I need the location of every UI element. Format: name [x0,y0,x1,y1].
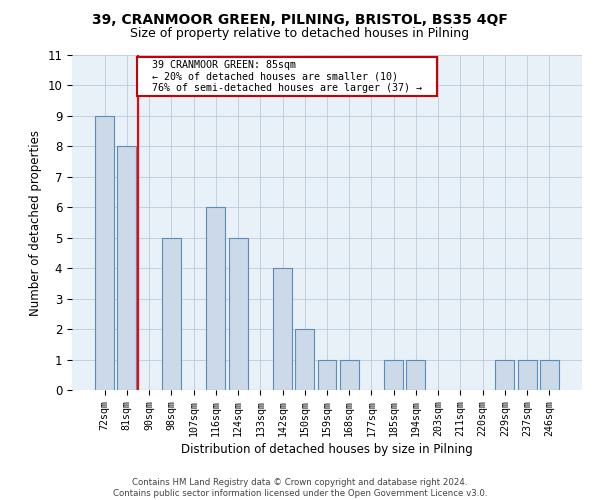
Bar [518,360,536,390]
Bar [406,360,425,390]
Bar [384,360,403,390]
Bar [317,360,337,390]
Bar [496,360,514,390]
Bar [273,268,292,390]
Bar [229,238,248,390]
Text: 39 CRANMOOR GREEN: 85sqm  
  ← 20% of detached houses are smaller (10)  
  76% o: 39 CRANMOOR GREEN: 85sqm ← 20% of detach… [140,60,434,93]
Text: Contains HM Land Registry data © Crown copyright and database right 2024.
Contai: Contains HM Land Registry data © Crown c… [113,478,487,498]
Bar [295,329,314,390]
X-axis label: Distribution of detached houses by size in Pilning: Distribution of detached houses by size … [181,442,473,456]
Bar [95,116,114,390]
Bar [206,208,225,390]
Y-axis label: Number of detached properties: Number of detached properties [29,130,42,316]
Text: Size of property relative to detached houses in Pilning: Size of property relative to detached ho… [130,28,470,40]
Bar [162,238,181,390]
Bar [118,146,136,390]
Bar [340,360,359,390]
Bar [540,360,559,390]
Text: 39, CRANMOOR GREEN, PILNING, BRISTOL, BS35 4QF: 39, CRANMOOR GREEN, PILNING, BRISTOL, BS… [92,12,508,26]
